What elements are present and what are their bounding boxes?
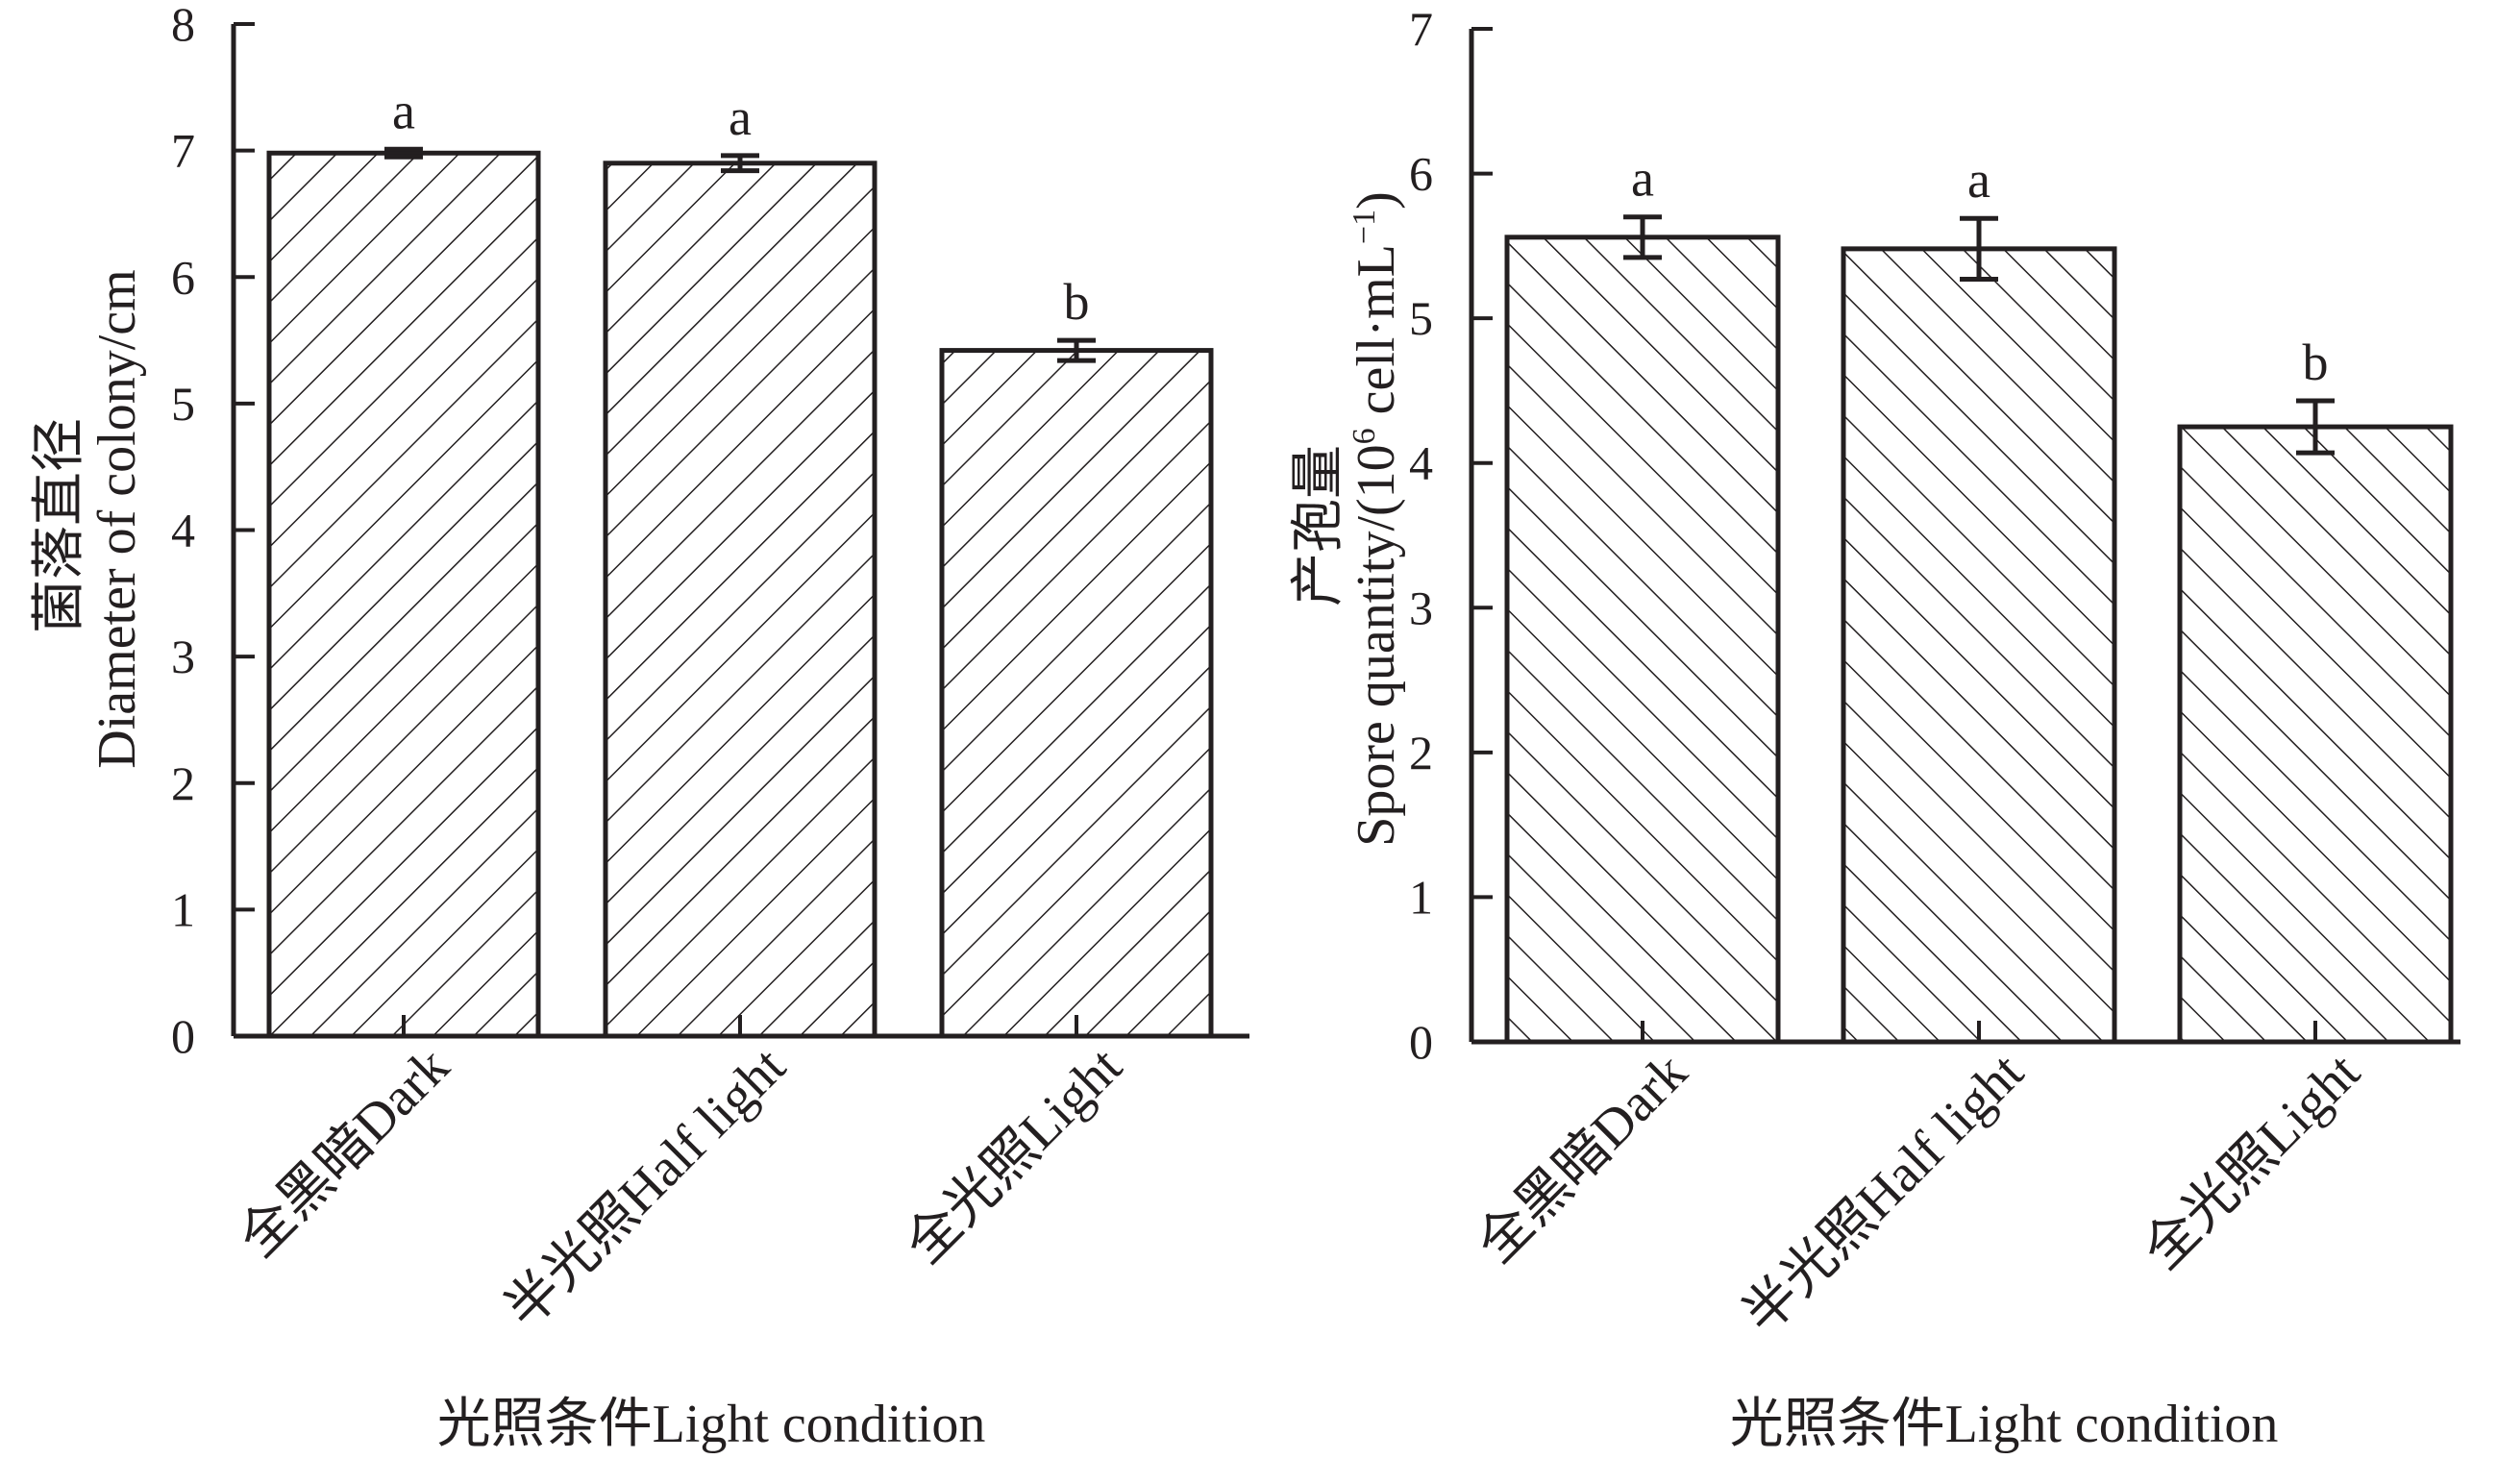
y-axis-title-en: Diameter of colony/cm <box>87 269 147 768</box>
x-axis-title: 光照条件Light condition <box>1730 1395 2279 1454</box>
bar <box>266 150 541 1039</box>
y-axis-title: 菌落直径 Diameter of colony/cm <box>30 269 147 768</box>
error-bar <box>1623 214 1662 260</box>
bars: a a b <box>1504 150 2454 1045</box>
category-labels: 全黑暗Dark 半光照Half light 全光照Light <box>228 1036 1133 1340</box>
error-bar <box>721 153 759 174</box>
y-tick-label: 2 <box>1409 726 1433 779</box>
y-tick-label: 0 <box>171 1009 195 1063</box>
bar <box>603 161 878 1039</box>
significance-letter: a <box>1631 150 1654 208</box>
significance-letter: a <box>1967 151 1990 209</box>
bar <box>939 348 1214 1039</box>
bar <box>1504 235 1781 1045</box>
bar <box>1841 246 2117 1045</box>
y-tick-label: 1 <box>1409 870 1433 924</box>
category-labels: 全黑暗Dark 半光照Half light 全光照Light <box>1466 1042 2371 1346</box>
y-tick-label: 5 <box>1409 291 1433 345</box>
y-tick-label: 6 <box>171 250 195 304</box>
x-tick-label: 半光照Half light <box>1732 1042 2036 1346</box>
y-tick-label: 7 <box>1409 2 1433 56</box>
x-axis-title: 光照条件Light condition <box>437 1395 986 1454</box>
significance-letter: b <box>2303 334 2329 391</box>
x-tick-label: 全黑暗Dark <box>228 1036 460 1269</box>
bars: a a b <box>266 82 1214 1039</box>
significance-letter: a <box>392 82 415 139</box>
error-bar <box>1057 337 1096 363</box>
y-tick-label: 5 <box>171 377 195 431</box>
error-bar <box>1960 215 1998 282</box>
y-axis-ticks: 0 1 2 3 4 5 6 7 <box>1409 2 1493 1069</box>
x-tick-label: 全光照Light <box>2133 1042 2372 1281</box>
y-tick-label: 2 <box>171 756 195 810</box>
y-tick-label: 4 <box>1409 436 1433 490</box>
error-bar <box>2296 398 2335 456</box>
y-tick-label: 7 <box>171 124 195 178</box>
x-tick-label: 全光照Light <box>895 1036 1134 1275</box>
y-tick-label: 6 <box>1409 147 1433 201</box>
significance-letter: b <box>1064 273 1090 331</box>
bar <box>2177 424 2454 1045</box>
x-tick-label: 半光照Half light <box>494 1036 798 1340</box>
y-tick-label: 3 <box>171 630 195 683</box>
colony-diameter-chart: 0 1 2 3 4 5 6 7 8 a a b 全黑暗Dark 半光照Half light 全光照Lig… <box>30 0 1249 1454</box>
y-tick-label: 8 <box>171 0 195 51</box>
significance-letter: a <box>729 88 752 146</box>
y-axis-title: 产孢量 Spore quantity/(106 cell·mL−1) <box>1289 191 1406 846</box>
spore-quantity-chart: 0 1 2 3 4 5 6 7 a a b 全黑暗Dark 半光照Half light 全光照Ligh… <box>1289 2 2460 1454</box>
y-tick-label: 4 <box>171 504 195 557</box>
y-tick-label: 1 <box>171 882 195 936</box>
error-bar <box>384 146 423 160</box>
y-axis-title-cn: 产孢量 <box>1289 445 1348 606</box>
y-tick-label: 0 <box>1409 1015 1433 1069</box>
y-axis-ticks: 0 1 2 3 4 5 6 7 8 <box>171 0 255 1063</box>
x-tick-label: 全黑暗Dark <box>1466 1042 1698 1274</box>
y-tick-label: 3 <box>1409 581 1433 634</box>
y-axis-title-en: Spore quantity/(106 cell·mL−1) <box>1347 191 1406 846</box>
y-axis-title-cn: 菌落直径 <box>30 418 89 633</box>
